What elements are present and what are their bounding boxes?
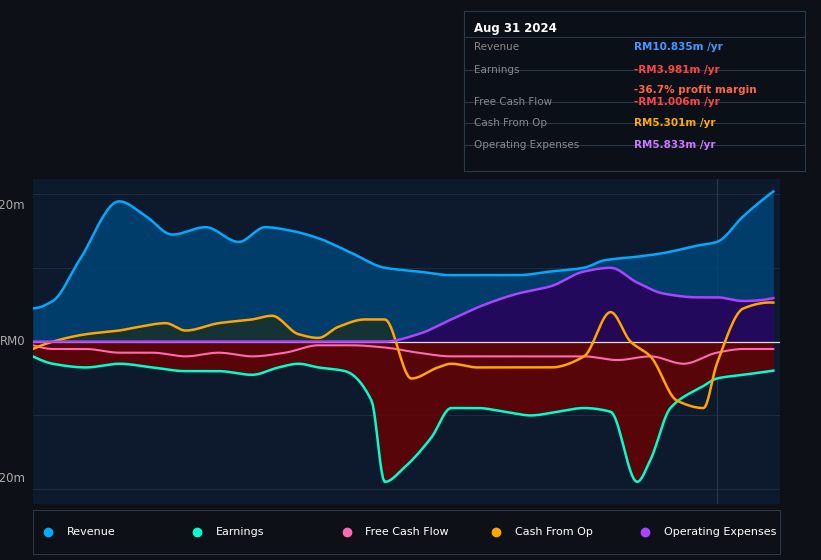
Text: Earnings: Earnings xyxy=(216,527,264,537)
Text: Free Cash Flow: Free Cash Flow xyxy=(474,97,553,108)
Text: -RM20m: -RM20m xyxy=(0,472,25,484)
Text: Revenue: Revenue xyxy=(67,527,115,537)
Text: Cash From Op: Cash From Op xyxy=(474,118,547,128)
Text: RM0: RM0 xyxy=(0,335,25,348)
Text: Operating Expenses: Operating Expenses xyxy=(664,527,777,537)
Text: RM5.301m /yr: RM5.301m /yr xyxy=(635,118,716,128)
Text: -RM1.006m /yr: -RM1.006m /yr xyxy=(635,97,720,108)
Text: Cash From Op: Cash From Op xyxy=(515,527,593,537)
Text: RM10.835m /yr: RM10.835m /yr xyxy=(635,41,723,52)
Text: Free Cash Flow: Free Cash Flow xyxy=(365,527,449,537)
Text: -36.7% profit margin: -36.7% profit margin xyxy=(635,85,757,95)
Text: RM20m: RM20m xyxy=(0,199,25,212)
Text: Aug 31 2024: Aug 31 2024 xyxy=(474,22,557,35)
Text: RM5.833m /yr: RM5.833m /yr xyxy=(635,141,716,151)
Text: Operating Expenses: Operating Expenses xyxy=(474,141,580,151)
Text: Earnings: Earnings xyxy=(474,66,520,76)
Text: -RM3.981m /yr: -RM3.981m /yr xyxy=(635,66,720,76)
Text: Revenue: Revenue xyxy=(474,41,519,52)
